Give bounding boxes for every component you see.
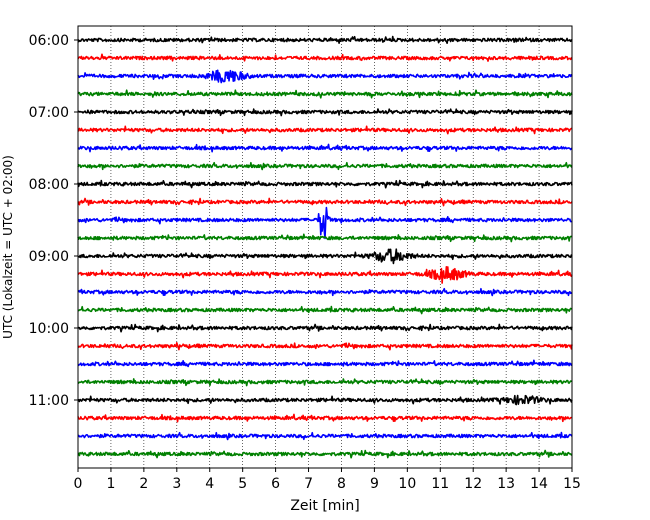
x-axis: 0 1 2 3 4 5 6 7 8 9 10 11 12 13 14 15 <box>74 468 581 492</box>
trace-row-21 <box>77 413 573 423</box>
trace-row-6 <box>77 143 573 153</box>
x-tick-label: 13 <box>497 476 515 492</box>
trace-row-18 <box>77 359 573 368</box>
y-tick-label: 07:00 <box>29 105 69 121</box>
trace-row-2 <box>77 69 573 84</box>
trace-row-5 <box>77 125 573 135</box>
trace-row-22 <box>77 431 573 441</box>
y-tick-label: 09:00 <box>29 249 69 265</box>
traces <box>77 35 573 459</box>
y-tick-label: 08:00 <box>29 177 69 193</box>
x-tick-label: 1 <box>106 476 115 492</box>
x-tick-label: 4 <box>205 476 214 492</box>
trace-row-13 <box>77 265 573 284</box>
y-tick-label: 10:00 <box>29 321 69 337</box>
trace-row-3 <box>77 89 573 99</box>
trace-row-17 <box>77 341 573 351</box>
x-tick-label: 7 <box>304 476 313 492</box>
x-tick-label: 14 <box>530 476 548 492</box>
x-tick-label: 3 <box>172 476 181 492</box>
trace-row-23 <box>77 449 573 459</box>
x-tick-label: 8 <box>337 476 346 492</box>
trace-row-19 <box>77 378 573 387</box>
x-tick-label: 2 <box>139 476 148 492</box>
x-tick-label: 0 <box>74 476 83 492</box>
trace-row-0 <box>77 35 573 45</box>
plot-area <box>78 26 572 468</box>
plot-frame <box>77 25 573 469</box>
x-tick-label: 10 <box>398 476 416 492</box>
y-axis-title: UTC (Lokalzeit = UTC + 02:00) <box>1 155 15 339</box>
trace-row-1 <box>77 53 573 62</box>
x-tick-label: 9 <box>370 476 379 492</box>
x-tick-label: 12 <box>464 476 482 492</box>
y-tick-label: 11:00 <box>29 393 69 409</box>
x-tick-label: 6 <box>271 476 280 492</box>
x-axis-title: Zeit [min] <box>290 498 359 514</box>
y-tick-label: 06:00 <box>29 33 69 49</box>
trace-row-20 <box>77 394 573 406</box>
trace-row-4 <box>77 108 573 117</box>
trace-row-16 <box>77 323 573 333</box>
x-tick-label: 5 <box>238 476 247 492</box>
trace-row-15 <box>77 305 573 315</box>
x-tick-label: 15 <box>563 476 581 492</box>
trace-row-10 <box>77 206 573 240</box>
trace-row-14 <box>77 287 573 297</box>
x-tick-label: 11 <box>431 476 449 492</box>
trace-row-11 <box>77 233 573 243</box>
trace-row-8 <box>77 179 573 189</box>
trace-row-7 <box>77 161 573 171</box>
trace-row-9 <box>77 197 573 207</box>
y-axis: 06:00 07:00 08:00 09:00 10:00 11:00 <box>29 33 78 409</box>
trace-row-12 <box>77 248 573 265</box>
